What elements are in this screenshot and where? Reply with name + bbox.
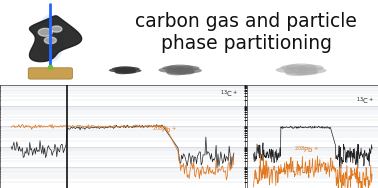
FancyBboxPatch shape — [28, 68, 73, 79]
Ellipse shape — [163, 66, 185, 71]
Text: $^{208}$Pb$^+$: $^{208}$Pb$^+$ — [294, 145, 319, 156]
Polygon shape — [38, 28, 53, 36]
Ellipse shape — [299, 67, 327, 74]
Ellipse shape — [158, 67, 182, 73]
Ellipse shape — [36, 14, 65, 63]
Ellipse shape — [122, 70, 136, 74]
Text: $^{208}$Pb$^+$: $^{208}$Pb$^+$ — [152, 124, 177, 136]
Ellipse shape — [284, 67, 318, 75]
Text: $^{13}$C$^+$: $^{13}$C$^+$ — [220, 88, 238, 100]
Polygon shape — [51, 26, 62, 32]
Ellipse shape — [285, 64, 317, 71]
Text: carbon gas and particle
phase partitioning: carbon gas and particle phase partitioni… — [135, 12, 357, 53]
Ellipse shape — [177, 66, 200, 71]
Ellipse shape — [285, 70, 309, 76]
Ellipse shape — [296, 70, 318, 75]
Ellipse shape — [112, 67, 129, 71]
Ellipse shape — [109, 68, 127, 72]
Ellipse shape — [167, 65, 194, 71]
Ellipse shape — [178, 68, 202, 73]
Ellipse shape — [115, 66, 135, 71]
Ellipse shape — [114, 68, 136, 74]
Ellipse shape — [298, 65, 324, 71]
Ellipse shape — [124, 69, 141, 73]
Ellipse shape — [280, 65, 306, 71]
Text: $^{13}$C$^+$: $^{13}$C$^+$ — [356, 96, 374, 107]
Ellipse shape — [166, 70, 187, 75]
Ellipse shape — [115, 71, 130, 74]
Ellipse shape — [123, 67, 140, 71]
Ellipse shape — [165, 68, 195, 74]
Polygon shape — [29, 16, 82, 62]
Ellipse shape — [276, 67, 304, 73]
Polygon shape — [44, 37, 56, 44]
Ellipse shape — [175, 70, 195, 75]
